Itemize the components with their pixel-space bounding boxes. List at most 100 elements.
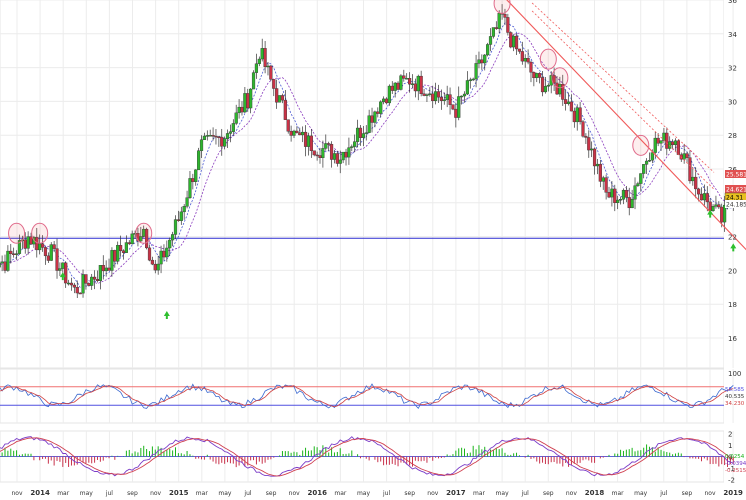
candle-body [431, 93, 435, 102]
peak-highlight-circle [493, 0, 511, 14]
candle-body [257, 58, 261, 64]
candle-body [454, 108, 458, 118]
candle-body [9, 250, 13, 254]
candle-body [87, 283, 91, 286]
candle-body [38, 243, 42, 251]
x-tick-label: 2016 [308, 489, 328, 497]
candle-body [676, 140, 680, 155]
candle-body [292, 130, 296, 136]
candle-body [66, 282, 71, 285]
candle-body [705, 193, 709, 203]
candle-body [650, 152, 654, 161]
x-tick-label: sep [404, 490, 415, 497]
candle-body [12, 253, 16, 255]
candle-body [659, 140, 663, 144]
candle-body [23, 239, 27, 249]
candle-body [416, 75, 420, 92]
candle-body [147, 247, 152, 261]
macd-signal-line [0, 437, 734, 477]
candle-body [69, 282, 74, 286]
candle-body [55, 248, 59, 271]
candle-body [145, 228, 149, 249]
oscillator-pane [0, 383, 734, 409]
candle-body [364, 132, 368, 134]
candle-body [584, 135, 588, 138]
price-label: 24.621 [726, 187, 746, 194]
candle-body [124, 242, 128, 253]
candle-body [462, 93, 467, 97]
candle-body [275, 88, 279, 103]
peak-highlight-circle [31, 222, 49, 244]
downtrend-line [506, 0, 746, 251]
candle-body [335, 153, 339, 164]
candle-body [277, 95, 282, 103]
candle-body [552, 75, 556, 84]
x-tick-label: nov [289, 490, 300, 497]
x-tick-label: sep [543, 490, 554, 497]
candle-body [474, 63, 478, 80]
ind1-tick: 100 [728, 370, 741, 378]
candle-body [202, 135, 207, 140]
candle-body [439, 96, 443, 101]
candle-body [197, 150, 201, 171]
x-tick-label: mar [196, 490, 209, 497]
candle-body [448, 94, 452, 105]
candle-body [665, 132, 669, 149]
candle-body [246, 93, 250, 109]
x-tick-label: nov [150, 490, 161, 497]
ind2-value-label: -0.2515 [725, 468, 746, 474]
candle-body [355, 127, 360, 142]
candle-body [188, 178, 192, 198]
candle-body [318, 155, 322, 159]
oscillator-signal [0, 385, 734, 408]
candle-body [442, 99, 446, 101]
ind2-tick: -2 [728, 477, 735, 485]
candle-body [78, 292, 82, 295]
candle-body [139, 236, 143, 242]
candle-body [575, 107, 579, 123]
candle-body [194, 169, 198, 182]
axis-bg [724, 0, 746, 500]
candle-body [604, 177, 608, 193]
x-tick-label: nov [566, 490, 577, 497]
candle-body [14, 253, 19, 255]
candle-body [84, 274, 88, 284]
candle-body [691, 176, 695, 182]
candle-body [535, 73, 539, 79]
candle-body [561, 84, 565, 100]
candle-body [618, 198, 623, 201]
candle-body [592, 148, 597, 167]
candle-body [587, 137, 591, 151]
candle-body [523, 58, 527, 62]
candle-body [35, 237, 39, 251]
candle-body [90, 276, 94, 286]
candle-body [367, 115, 371, 133]
x-tick-label: may [634, 490, 648, 497]
candle-body [46, 255, 50, 261]
candle-body [624, 189, 628, 198]
price-label-bg [725, 200, 746, 208]
x-tick-label: jul [243, 490, 251, 497]
candle-body [613, 188, 617, 203]
y-tick-label: 20 [728, 267, 737, 275]
candle-body [121, 250, 126, 253]
candle-body [17, 240, 22, 254]
candle-body [329, 144, 334, 160]
candle-body [104, 267, 108, 272]
candle-body [43, 247, 48, 257]
x-tick-label: jul [382, 490, 390, 497]
x-tick-label: 2014 [30, 489, 50, 497]
candle-body [327, 143, 331, 145]
candle-body [361, 133, 365, 138]
candle-body [656, 137, 660, 144]
candle-body [685, 153, 689, 158]
candle-body [324, 143, 328, 149]
candle-body [283, 99, 287, 120]
y-tick-label: 28 [728, 132, 737, 140]
candle-body [0, 261, 4, 264]
candle-body [436, 91, 441, 98]
candle-body [532, 72, 536, 79]
candle-body [72, 284, 76, 288]
candle-body [506, 17, 510, 33]
